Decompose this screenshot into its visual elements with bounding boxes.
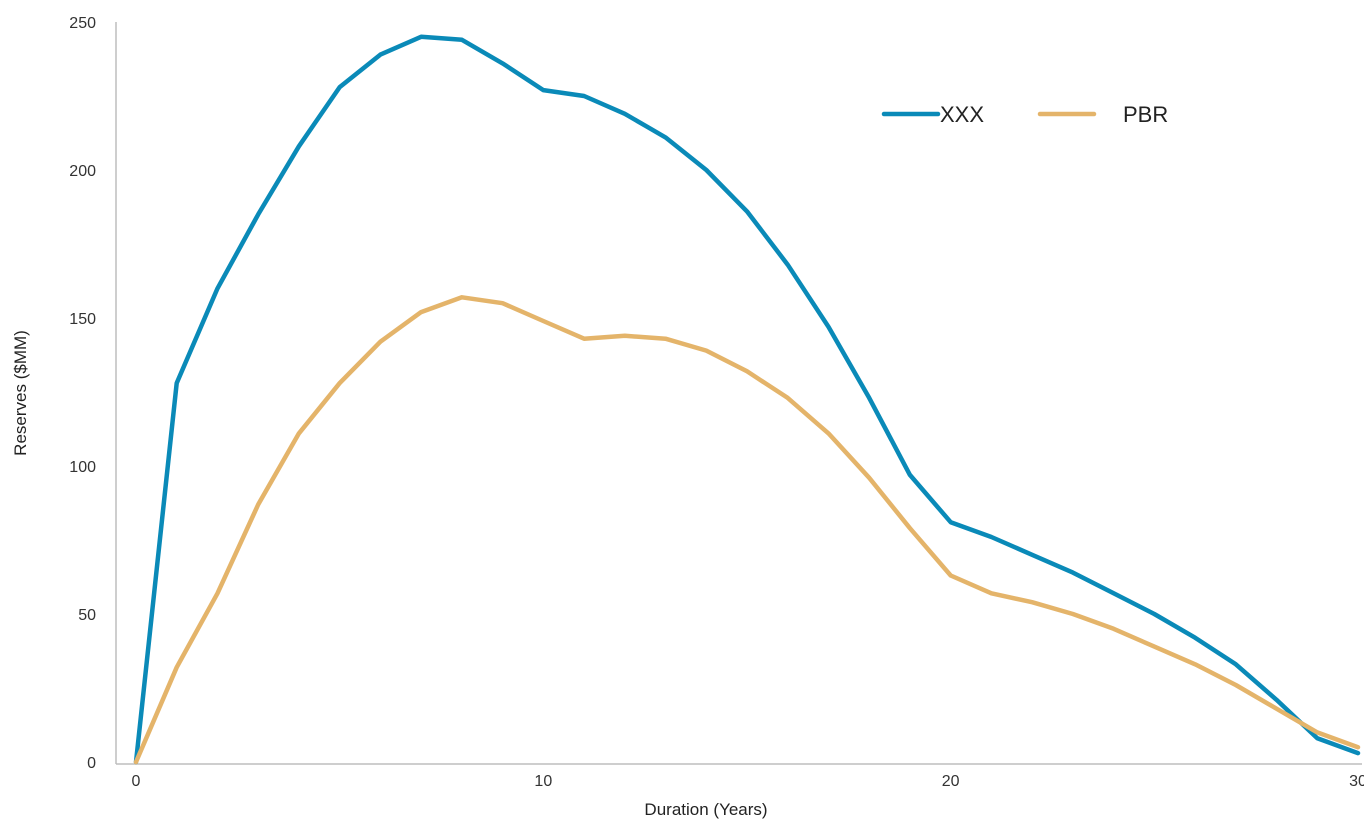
x-tick-label: 20 [942,773,960,790]
legend: XXX PBR [881,102,1168,127]
x-tick-label: 10 [534,773,552,790]
y-tick-label: 100 [69,459,96,476]
x-tick-label: 30 [1349,773,1364,790]
y-tick-labels: 0 50 100 150 200 250 [69,15,96,772]
legend-label-xxx: XXX [940,102,984,127]
series-line-xxx [133,34,1361,765]
series-lines [133,34,1361,765]
series-line-pbr [133,295,1361,765]
legend-label-pbr: PBR [1123,102,1168,127]
y-tick-label: 200 [69,163,96,180]
x-tick-label: 0 [132,773,141,790]
y-tick-label: 250 [69,15,96,32]
x-axis-title: Duration (Years) [644,800,767,819]
y-axis-title: Reserves ($MM) [11,330,30,456]
axes [115,22,1362,765]
y-tick-label: 50 [78,607,96,624]
x-tick-labels: 0 10 20 30 [132,773,1364,790]
y-tick-label: 0 [87,755,96,772]
y-tick-label: 150 [69,311,96,328]
